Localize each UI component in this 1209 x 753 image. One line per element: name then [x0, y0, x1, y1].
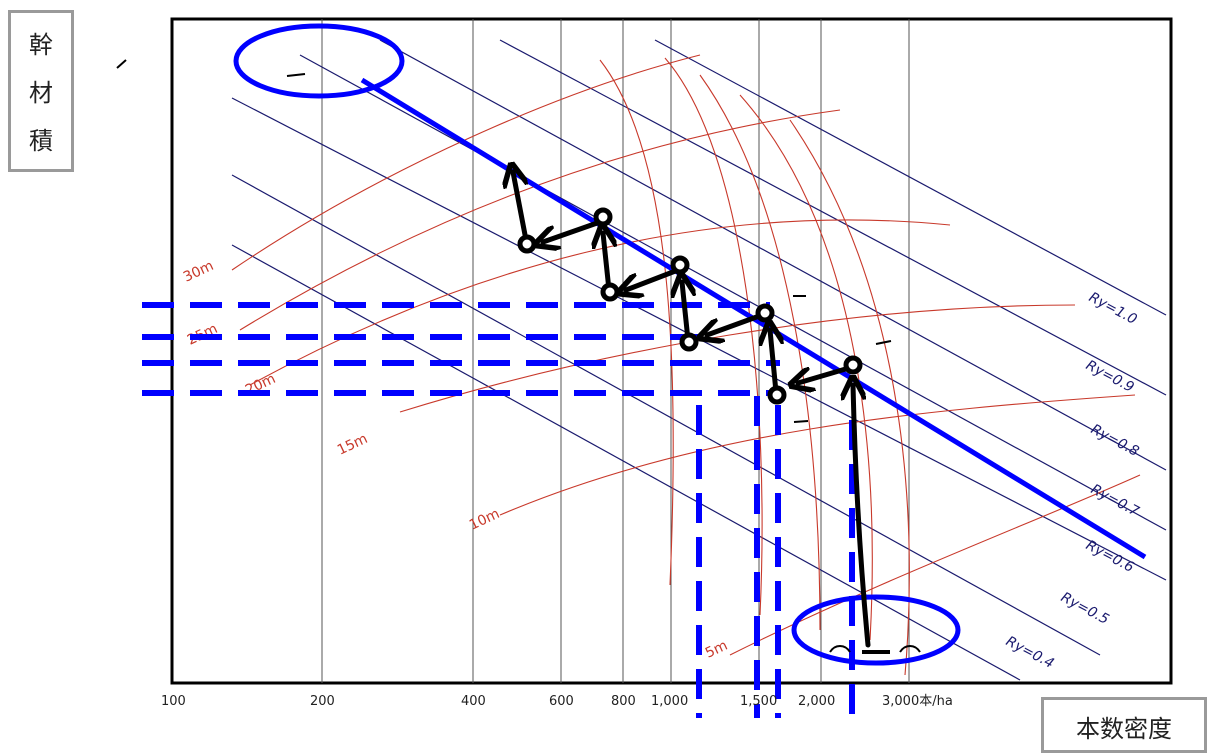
ry-line-1 — [654, 39, 1167, 316]
thinning-arrows — [513, 172, 871, 648]
x-tick: 200 — [310, 694, 335, 709]
stray-mark — [286, 73, 306, 77]
ry-line-7 — [231, 244, 1021, 681]
mortality-curve-1 — [599, 59, 674, 586]
stray-mark — [793, 420, 809, 423]
ry-line-4 — [299, 54, 1167, 531]
x-tick: 2,000 — [798, 694, 835, 709]
x-tick: 1,500 — [740, 694, 777, 709]
x-tick: 3,000本/ha — [882, 694, 953, 709]
node — [670, 255, 690, 275]
node — [593, 207, 613, 227]
y-axis-label-char-2: 材 — [29, 79, 53, 107]
x-tick: 100 — [161, 694, 186, 709]
x-tick: 400 — [461, 694, 486, 709]
stray-marks — [116, 59, 921, 654]
x-axis-label-box: 本数密度 — [1041, 697, 1207, 753]
mortality-curve-4 — [739, 94, 873, 641]
blue-dashed-horizontal — [142, 302, 780, 396]
arrow-thin-1 — [798, 365, 852, 383]
height-curve-25m — [239, 109, 841, 331]
arrow-growth-1 — [770, 330, 776, 395]
arrow-thin-4 — [543, 219, 603, 242]
height-curve-5m — [729, 474, 1141, 656]
height-curve-10m — [499, 394, 1136, 516]
node — [755, 303, 775, 323]
stray-mark — [829, 645, 851, 653]
node — [679, 332, 699, 352]
arrow-growth-3 — [603, 233, 609, 293]
x-tick-labels: 100 200 400 600 800 1,000 1,500 2,000 3,… — [161, 694, 953, 709]
ellipse-top — [233, 23, 405, 99]
blue-dashed-vertical — [696, 396, 855, 718]
y-axis-label-char-1: 幹 — [29, 31, 53, 59]
ellipse-bottom — [791, 594, 961, 666]
y-axis-label-box: 幹 材 積 — [8, 10, 74, 172]
arrow-thin-3 — [626, 267, 681, 290]
stray-mark — [116, 59, 127, 69]
node — [767, 385, 787, 405]
y-axis-label-char-3: 積 — [29, 127, 53, 155]
node — [843, 355, 863, 375]
stray-mark — [875, 340, 892, 345]
arrow-thin-2 — [707, 312, 765, 335]
ry-line-3 — [379, 39, 1167, 471]
arrow-growth-4 — [513, 172, 529, 243]
arrow-growth-2 — [682, 282, 688, 343]
x-tick: 1,000 — [651, 694, 688, 709]
path-nodes — [517, 207, 863, 405]
height-curve-30m — [231, 54, 701, 271]
mortality-curve-3 — [699, 74, 821, 631]
height-curve-15m — [399, 304, 1076, 413]
ry-line-2 — [499, 39, 1167, 396]
x-tick: 800 — [611, 694, 636, 709]
node — [600, 282, 620, 302]
mortality-curve-2 — [664, 57, 763, 616]
x-axis-label: 本数密度 — [1076, 715, 1172, 743]
node — [517, 234, 537, 254]
arrow-growth-start — [853, 385, 871, 648]
stray-mark — [899, 645, 921, 653]
x-tick: 600 — [549, 694, 574, 709]
